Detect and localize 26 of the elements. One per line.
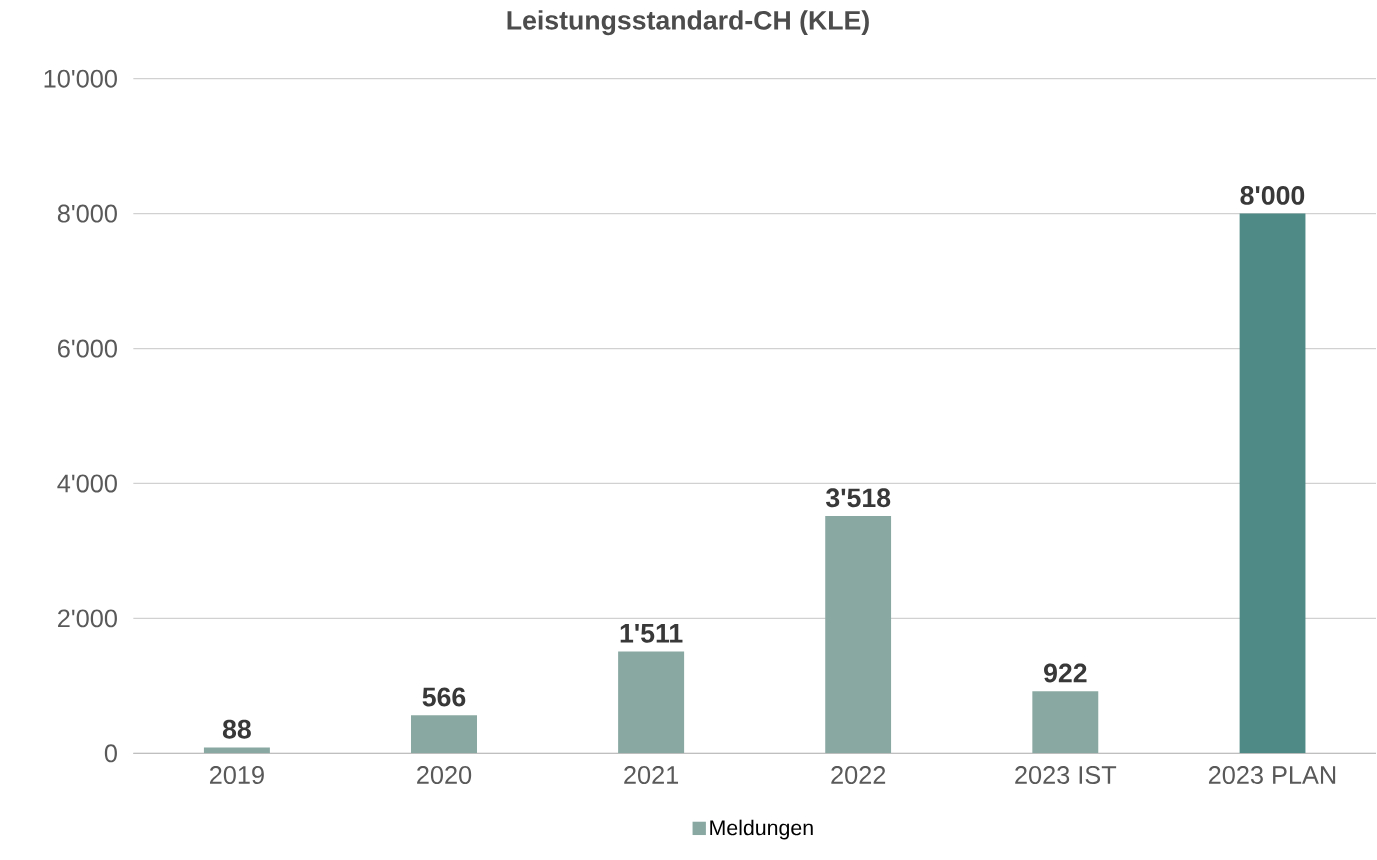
y-tick-label: 10'000 bbox=[44, 69, 117, 88]
data-label: 8'000 bbox=[1240, 186, 1305, 205]
data-label: 566 bbox=[422, 687, 466, 707]
data-label: 922 bbox=[1044, 663, 1087, 683]
data-label: 1'511 bbox=[620, 624, 683, 643]
x-tick-label: 2020 bbox=[417, 766, 472, 784]
chart-title: Leistungsstandard-CH (KLE) bbox=[507, 10, 869, 36]
y-tick-label: 0 bbox=[104, 744, 117, 763]
data-label: 88 bbox=[222, 719, 251, 739]
bar bbox=[618, 651, 685, 754]
bar bbox=[411, 715, 477, 754]
x-tick-label: 2023 IST bbox=[1015, 766, 1117, 784]
bar bbox=[203, 747, 270, 754]
x-tick-label: 2021 bbox=[624, 766, 679, 784]
bar bbox=[1239, 213, 1306, 754]
y-tick-label: 6'000 bbox=[58, 339, 117, 358]
y-tick-label: 8'000 bbox=[57, 204, 117, 223]
x-tick-label: 2019 bbox=[209, 766, 264, 784]
bar bbox=[1032, 691, 1099, 754]
bar bbox=[825, 515, 892, 754]
data-label: 3'518 bbox=[826, 488, 891, 508]
legend-label: Meldungen bbox=[710, 819, 813, 840]
x-tick-label: 2022 bbox=[831, 766, 886, 784]
y-tick-label: 2'000 bbox=[58, 609, 117, 628]
x-tick-label: 2023 PLAN bbox=[1208, 766, 1336, 784]
y-tick-label: 4'000 bbox=[57, 474, 117, 493]
